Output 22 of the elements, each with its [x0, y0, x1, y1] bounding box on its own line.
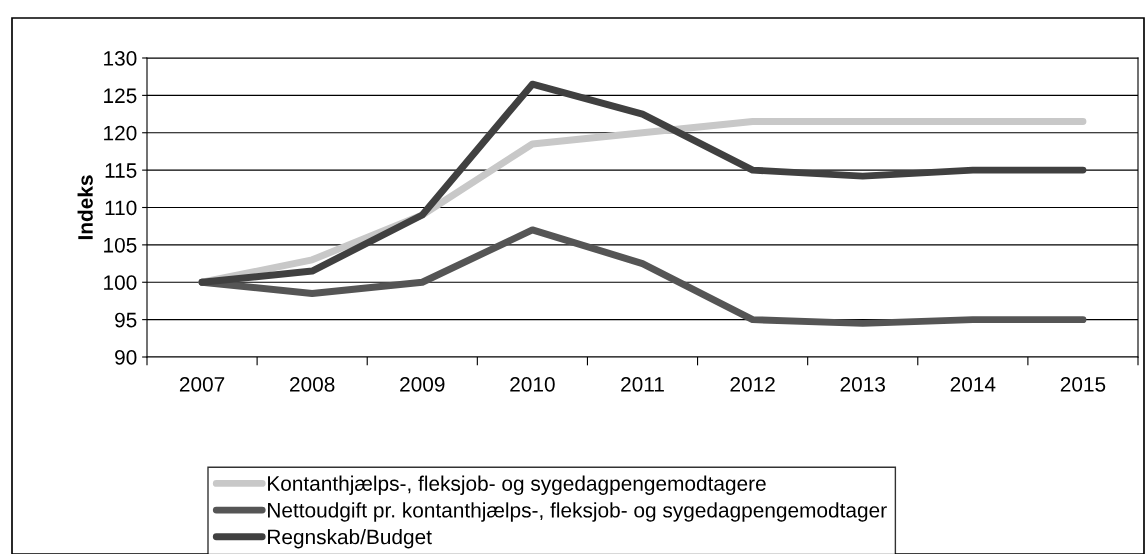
legend-label: Kontanthjælps-, fleksjob- og sygedagpengemodtagere: [268, 475, 766, 496]
x-tick-label: 2014: [950, 376, 996, 392]
x-tick-label: 2013: [840, 376, 885, 392]
y-tick-label: 95: [115, 312, 137, 328]
y-tick-label: 110: [105, 200, 137, 216]
x-tick-label: 2008: [290, 376, 335, 392]
legend-label: Regnskab/Budget: [268, 529, 432, 549]
x-tick-label: 2009: [400, 376, 445, 392]
y-axis-title: Indeks: [77, 175, 93, 240]
x-tick-label: 2015: [1060, 376, 1106, 392]
y-tick-label: 125: [104, 88, 137, 104]
y-tick-label: 120: [104, 125, 137, 141]
y-tick-label: 100: [104, 275, 137, 290]
y-tick-label: 115: [105, 163, 137, 178]
y-tick-label: 105: [104, 237, 137, 253]
x-tick-label: 2011: [621, 376, 664, 392]
x-tick-label: 2010: [510, 376, 555, 392]
y-tick-label: 90: [115, 350, 137, 365]
x-tick-label: 2012: [730, 376, 775, 392]
legend-label: Nettoudgift pr. kontanthjælps-, fleksjob- og sygedagpengemodtager: [268, 502, 887, 522]
x-tick-label: 2007: [179, 376, 225, 392]
y-tick-label: 130: [104, 51, 137, 66]
